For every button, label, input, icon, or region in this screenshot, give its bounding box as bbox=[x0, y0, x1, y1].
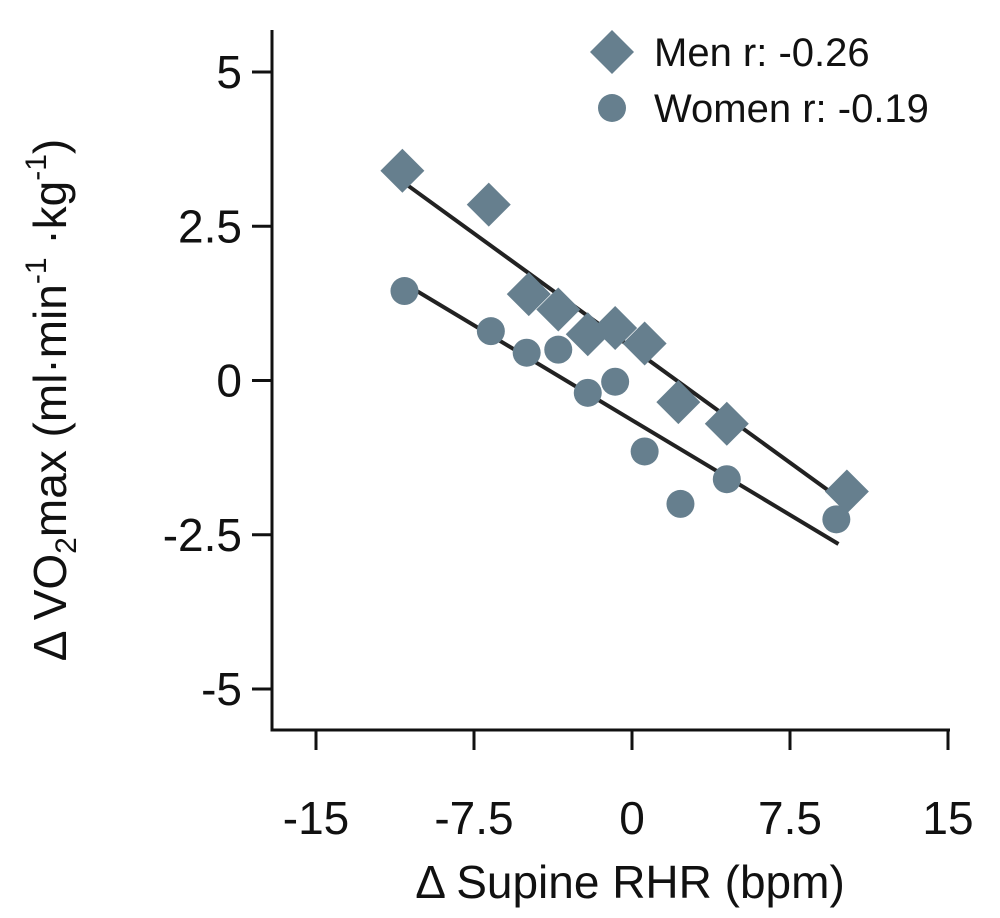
women-legend-label: Women r: -0.19 bbox=[654, 87, 929, 131]
y-title-superscript-2: -1 bbox=[20, 154, 53, 181]
women-point bbox=[822, 505, 851, 534]
men-point bbox=[536, 287, 581, 332]
men-point bbox=[824, 469, 869, 514]
x-axis-title: Δ Supine RHR (bpm) bbox=[415, 856, 845, 908]
y-tick-label: 2.5 bbox=[178, 200, 242, 252]
y-axis-ticks: -5 -2.5 0 2.5 5 bbox=[163, 46, 272, 715]
men-legend-marker bbox=[590, 30, 634, 74]
y-tick-label: 0 bbox=[216, 355, 242, 407]
x-tick-label: -15 bbox=[283, 792, 349, 844]
axes: -5 -2.5 0 2.5 5 -15 -7.5 0 7.5 15 bbox=[163, 30, 974, 844]
women-legend-marker bbox=[598, 94, 626, 122]
y-title-subscript: 2 bbox=[50, 537, 83, 554]
men-point bbox=[593, 306, 638, 351]
women-point bbox=[476, 317, 505, 346]
fit-lines bbox=[403, 181, 849, 546]
women-point bbox=[601, 367, 630, 396]
x-tick-label: 15 bbox=[922, 792, 973, 844]
women-point bbox=[573, 378, 602, 407]
y-title-mid: ·kg bbox=[24, 181, 76, 258]
data-markers bbox=[380, 148, 869, 534]
y-tick-label: -5 bbox=[201, 663, 242, 715]
women-point bbox=[630, 437, 659, 466]
women-point bbox=[712, 465, 741, 494]
y-title-prefix: Δ VO bbox=[24, 554, 76, 661]
women-point bbox=[544, 335, 573, 364]
y-axis-title: Δ VO2max (ml·min-1 ·kg-1) bbox=[20, 139, 83, 662]
men-legend-label: Men r: -0.26 bbox=[654, 31, 870, 75]
y-title-superscript-1: -1 bbox=[20, 257, 53, 284]
y-title-suffix: ) bbox=[24, 139, 76, 154]
legend: Men r: -0.26 Women r: -0.19 bbox=[590, 30, 929, 131]
y-tick-label: 5 bbox=[216, 46, 242, 98]
x-tick-label: -7.5 bbox=[434, 792, 513, 844]
women-point bbox=[666, 489, 695, 518]
y-tick-label: -2.5 bbox=[163, 509, 242, 561]
x-tick-label: 7.5 bbox=[758, 792, 822, 844]
men-point bbox=[656, 380, 701, 425]
men-point bbox=[380, 148, 425, 193]
men-point bbox=[704, 401, 749, 446]
men-point bbox=[466, 182, 511, 227]
x-axis-ticks: -15 -7.5 0 7.5 15 bbox=[283, 730, 974, 844]
men-point bbox=[622, 321, 667, 366]
women-point bbox=[512, 338, 541, 367]
x-tick-label: 0 bbox=[619, 792, 645, 844]
women-point bbox=[390, 277, 419, 306]
y-title-main: max (ml·min bbox=[24, 284, 76, 537]
men-point bbox=[506, 272, 551, 317]
